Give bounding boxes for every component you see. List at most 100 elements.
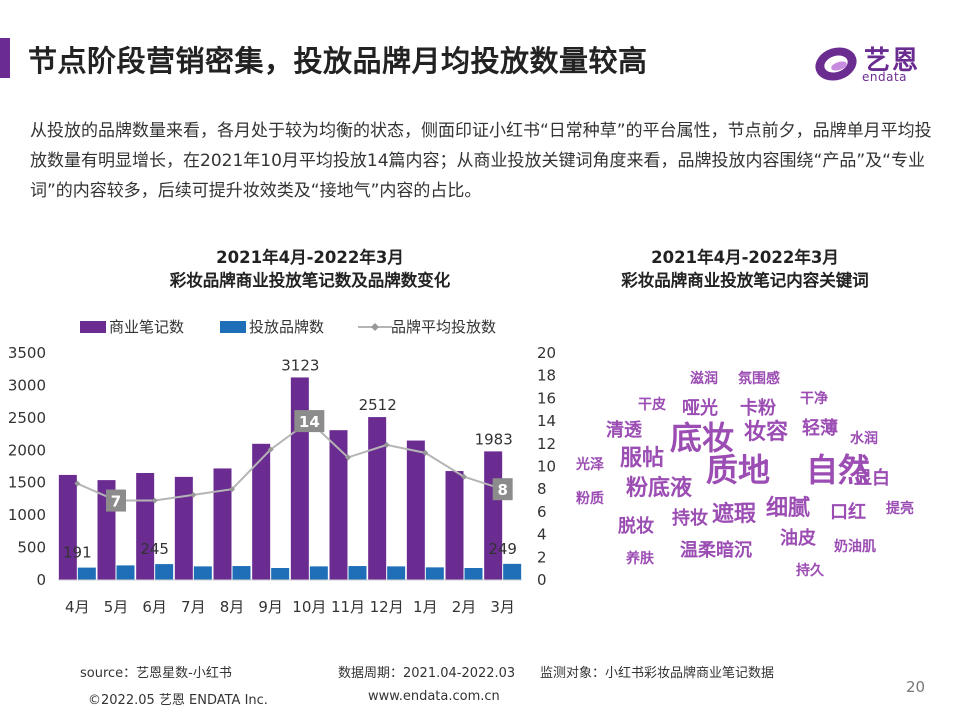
y-tick-label: 3500 (8, 344, 46, 362)
bar-brands (116, 565, 135, 580)
page-title: 节点阶段营销密集，投放品牌月均投放数量较高 (28, 44, 648, 78)
y-tick-label: 1500 (8, 474, 46, 492)
left-chart-title: 2021年4月-2022年3月 彩妆品牌商业投放笔记数及品牌数变化 (90, 246, 530, 292)
right-chart-title-line1: 2021年4月-2022年3月 (651, 248, 839, 267)
y-tick-label: 3000 (8, 376, 46, 394)
bar-notes (290, 377, 309, 580)
wordcloud-word: 粉底液 (626, 476, 693, 501)
page-number: 20 (906, 678, 926, 696)
avg-line-marker (229, 486, 235, 493)
x-tick-label: 11月 (331, 598, 365, 616)
bar-brands (387, 566, 406, 580)
avg-line-marker (267, 446, 274, 453)
wordcloud-word: 哑光 (682, 398, 718, 419)
keyword-wordcloud: 滋润 氛围感 干皮 哑光 卡粉 干净 清透 底妆 妆容 轻薄 水润 光泽 服帖 质地 自然 显白 粉质 粉底液 细腻… (560, 360, 930, 590)
wordcloud-word: 奶油肌 (834, 539, 876, 555)
wordcloud-word: 光泽 (576, 457, 604, 473)
wordcloud-word: 水润 (850, 431, 878, 447)
y-tick-label: 1000 (8, 506, 46, 524)
footer-source: source：艺恩星数-小红书 (80, 666, 232, 681)
title-accent-bar (0, 38, 10, 78)
right-chart-title-line2: 彩妆品牌商业投放笔记内容关键词 (621, 271, 869, 290)
data-label-avg: 14 (299, 413, 320, 431)
wordcloud-word: 干皮 (638, 397, 666, 413)
bar-brands (232, 566, 251, 580)
avg-line (76, 419, 503, 502)
combo-bar-line-chart: 商业笔记数 投放品牌数 品牌平均投放数 0 500 1000 1500 2000 2500 300… (8, 318, 556, 616)
y2-tick-label: 6 (537, 503, 547, 521)
wordcloud-word: 温柔暗沉 (680, 540, 752, 561)
bar-brands (503, 563, 522, 580)
right-chart-title: 2021年4月-2022年3月 彩妆品牌商业投放笔记内容关键词 (560, 246, 930, 292)
bar-notes (329, 430, 348, 580)
avg-line-marker (74, 480, 81, 487)
wordcloud-word: 口红 (830, 502, 866, 523)
x-tick-label: 7月 (181, 598, 206, 616)
wordcloud-word: 细腻 (766, 496, 811, 521)
y2-tick-label: 16 (537, 389, 556, 407)
bar-brands (425, 567, 444, 580)
data-label-avg: 7 (111, 493, 121, 511)
bar-brands (464, 568, 483, 580)
wordcloud-word: 轻薄 (802, 418, 838, 439)
legend-label-0: 商业笔记数 (109, 318, 184, 336)
logo-subtext: endata (862, 70, 908, 84)
data-label-avg-box (294, 410, 325, 433)
bar-notes (136, 472, 155, 580)
x-tick-label: 3月 (490, 598, 515, 616)
wordcloud-word: 粉质 (576, 491, 604, 507)
bar-notes (406, 440, 425, 580)
wordcloud-word: 氛围感 (738, 371, 780, 387)
bar-notes (252, 443, 271, 580)
wordcloud-word: 妆容 (744, 420, 789, 445)
x-tick-label: 9月 (258, 598, 283, 616)
endata-logo-icon (815, 47, 857, 81)
data-label-avg: 8 (497, 481, 507, 499)
wordcloud-word: 底妆 (670, 419, 735, 457)
y2-tick-label: 18 (537, 367, 556, 385)
bar-notes (174, 476, 193, 580)
y2-tick-label: 20 (537, 344, 556, 362)
y2-tick-label: 14 (537, 412, 556, 430)
bar-notes (368, 417, 387, 580)
avg-line-marker (422, 449, 429, 456)
bar-brands (271, 568, 290, 580)
wordcloud-word: 卡粉 (740, 398, 776, 419)
y2-tick-label: 12 (537, 435, 556, 453)
footer-period: 数据周期：2021.04-2022.03 (338, 666, 516, 681)
intro-paragraph: 从投放的品牌数量来看，各月处于较为均衡的状态，侧面印证小红书“日常种草”的平台属… (30, 121, 932, 201)
y2-tick-label: 2 (537, 548, 547, 566)
y-tick-label: 2500 (8, 409, 46, 427)
footer-copyright: ©2022.05 艺恩 ENDATA Inc. (88, 693, 268, 708)
y-tick-label: 500 (17, 539, 46, 557)
bar-notes (445, 471, 464, 580)
legend-label-2: 品牌平均投放数 (391, 318, 496, 336)
y2-tick-label: 0 (537, 571, 547, 589)
avg-line-marker (345, 454, 351, 461)
footer-website[interactable]: www.endata.com.cn (368, 689, 500, 704)
bar-notes (484, 451, 503, 580)
x-tick-label: 12月 (370, 598, 404, 616)
avg-line-marker (461, 473, 467, 480)
wordcloud-word: 服帖 (620, 446, 665, 471)
wordcloud-word: 自然 (806, 451, 871, 489)
wordcloud-word: 清透 (606, 420, 642, 441)
x-tick-label: 5月 (104, 598, 129, 616)
legend-marker-2 (371, 323, 379, 331)
x-tick-label: 10月 (292, 598, 326, 616)
data-label-notes: 3123 (281, 356, 319, 374)
x-tick-label: 2月 (452, 598, 477, 616)
wordcloud-word: 养肤 (626, 551, 654, 567)
data-label-notes: 2512 (359, 396, 397, 414)
wordcloud-word: 持久 (796, 563, 824, 579)
wordcloud-word: 提亮 (886, 501, 914, 517)
wordcloud-word: 质地 (706, 451, 771, 489)
bar-brands (77, 567, 96, 580)
x-tick-label: 1月 (413, 598, 438, 616)
data-label-brands: 191 (63, 544, 92, 562)
legend-swatch-1 (220, 321, 246, 333)
wordcloud-word: 油皮 (780, 528, 816, 549)
wordcloud-word: 持妆 (672, 508, 708, 529)
avg-line-marker (151, 497, 158, 504)
bar-brands (193, 566, 212, 580)
